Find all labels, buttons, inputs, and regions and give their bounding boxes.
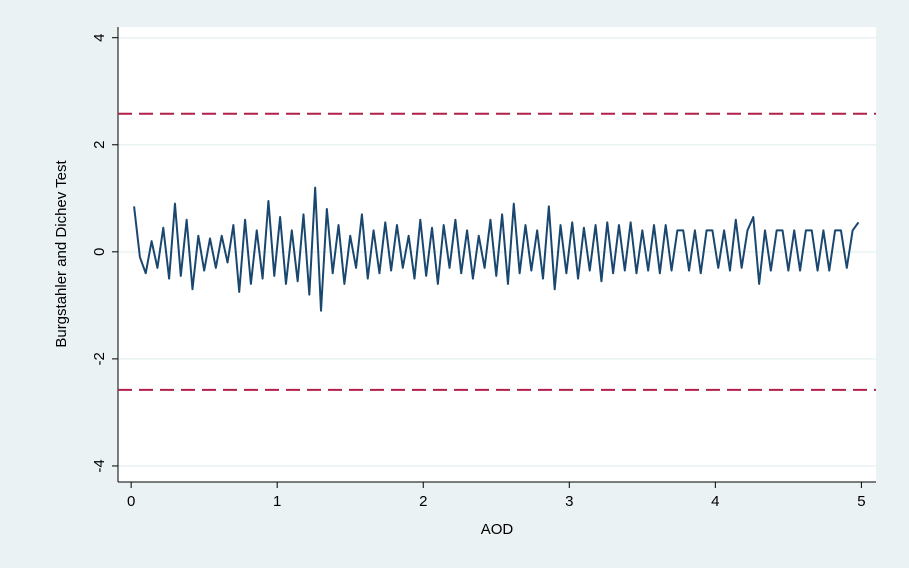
y-tick-label: -4 [91,459,108,472]
y-tick-label: -2 [91,352,108,365]
x-axis-label: AOD [481,521,514,538]
y-tick-label: 0 [91,248,108,256]
y-tick-label: 2 [91,141,108,149]
x-tick-label: 5 [857,493,865,510]
x-tick-label: 0 [127,493,135,510]
plot-area [118,27,876,482]
x-tick-label: 4 [711,493,719,510]
data-line [133,186,860,312]
x-tick-label: 1 [273,493,281,510]
y-tick-label: 4 [91,34,108,42]
y-axis-label: Burgstahler and Dichev Test [53,160,70,348]
x-tick-label: 2 [419,493,427,510]
x-tick-label: 3 [565,493,573,510]
